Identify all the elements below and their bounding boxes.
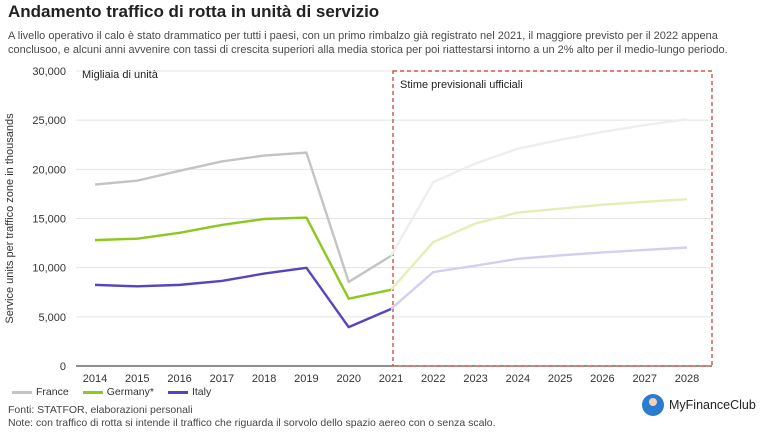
- y-tick-label: 5,000: [38, 312, 66, 324]
- footer-sources: Fonti: STATFOR, elaborazioni personali: [8, 404, 193, 416]
- x-tick-label: 2020: [336, 373, 360, 385]
- legend-label-italy: Italy: [191, 386, 212, 398]
- unit-note: Migliaia di unità: [82, 69, 159, 81]
- x-tick-label: 2016: [167, 373, 191, 385]
- y-tick-label: 30,000: [32, 66, 66, 78]
- x-tick-label: 2019: [294, 373, 318, 385]
- x-tick-label: 2021: [379, 373, 403, 385]
- grid-lines: [76, 70, 712, 367]
- y-axis-label: Service units per traffico zone in thous…: [4, 113, 16, 324]
- chart-subtitle: A livello operativo il calo è stato dram…: [8, 30, 728, 56]
- x-tick-label: 2015: [125, 373, 149, 385]
- series-line-italy-forecast: [390, 246, 688, 310]
- y-tick-label: 10,000: [32, 263, 66, 275]
- forecast-region: Stime previsionali ufficiali: [392, 70, 713, 367]
- x-tick-label: 2018: [252, 373, 276, 385]
- legend-label-germany: Germany*: [106, 386, 154, 398]
- x-tick-label: 2014: [83, 373, 107, 385]
- legend-label-france: France: [36, 386, 69, 398]
- footer: Fonti: STATFOR, elaborazioni personali N…: [8, 404, 496, 430]
- legend-swatch-italy: [167, 390, 188, 394]
- series-line-france-forecast: [389, 117, 688, 257]
- x-tick-label: 2023: [463, 373, 487, 385]
- forecast-box: [392, 70, 713, 367]
- series-lines: [94, 117, 688, 329]
- series-line-france: [94, 151, 392, 284]
- legend-swatch-germany: [82, 390, 103, 394]
- brand-name: MyFinanceClub: [669, 398, 756, 412]
- x-tick-label: 2028: [675, 373, 699, 385]
- forecast-label: Stime previsionali ufficiali: [400, 79, 523, 91]
- x-tick-label: 2022: [421, 373, 445, 385]
- legend-item-france: France: [12, 386, 69, 398]
- x-tick-label: 2024: [506, 373, 530, 385]
- x-tick-label: 2017: [210, 373, 234, 385]
- brand-avatar-icon: [642, 394, 664, 416]
- x-tick-label: 2025: [548, 373, 572, 385]
- y-tick-label: 15,000: [32, 214, 66, 226]
- series-line-germany: [94, 216, 392, 300]
- footer-note: Note: con traffico di rotta si intende i…: [8, 417, 496, 429]
- y-tick-label: 25,000: [32, 115, 66, 127]
- y-tick-label: 20,000: [32, 164, 66, 176]
- legend: France Germany* Italy: [12, 386, 211, 398]
- legend-item-germany: Germany*: [82, 386, 154, 398]
- y-tick-label: 0: [60, 361, 66, 373]
- x-tick-label: 2027: [632, 373, 656, 385]
- chart-title: Andamento traffico di rotta in unità di …: [8, 2, 380, 21]
- axes: 0 5,000 10,000 15,000 20,000 25,000 30,000 2014…: [4, 66, 699, 385]
- x-tick-label: 2026: [590, 373, 614, 385]
- legend-swatch-france: [12, 390, 32, 394]
- series-line-germany-forecast: [390, 198, 688, 291]
- series-line-italy: [94, 266, 392, 329]
- legend-item-italy: Italy: [167, 386, 212, 398]
- brand-logo: MyFinanceClub: [642, 394, 756, 416]
